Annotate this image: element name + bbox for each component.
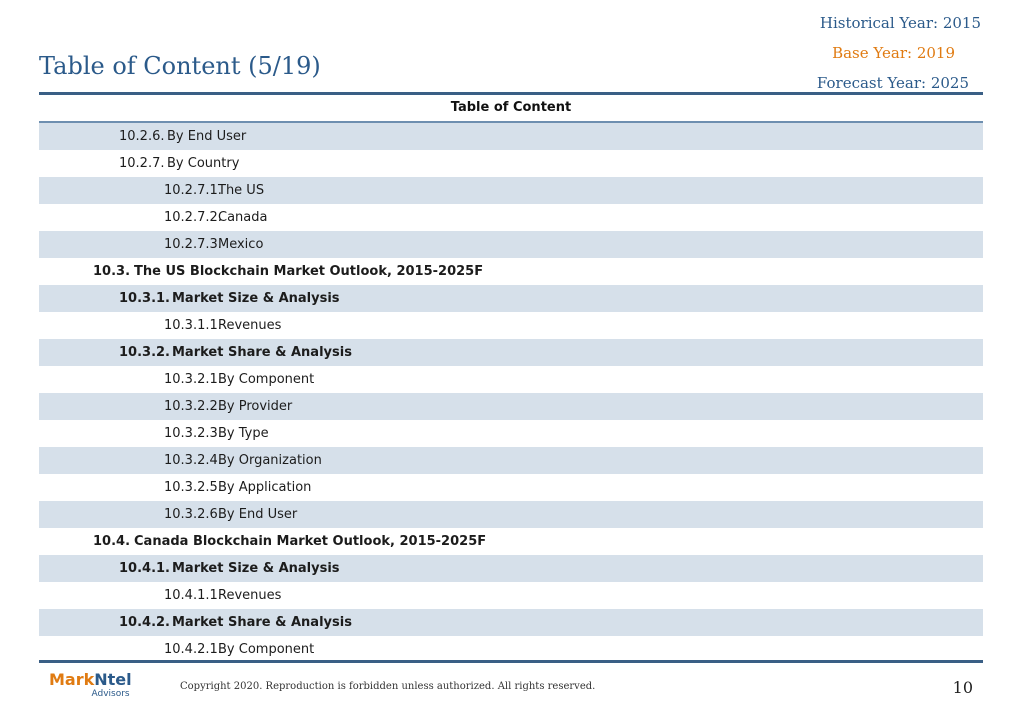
- toc-row-text: By Provider: [218, 399, 293, 414]
- toc-row-number: 10.2.7.1.: [164, 183, 222, 198]
- toc-row-text: Market Share & Analysis: [172, 615, 352, 630]
- toc-row-text: By Component: [218, 372, 315, 387]
- page-title: Table of Content (5/19): [39, 52, 321, 80]
- base-year: Base Year: 2019: [832, 44, 955, 62]
- toc-row[interactable]: 10.3.1.1.Revenues: [39, 312, 983, 339]
- toc-row-text: By Organization: [218, 453, 322, 468]
- toc-row-number: 10.4.1.1.: [164, 588, 222, 603]
- toc-row-number: 10.3.2.: [119, 345, 170, 360]
- toc-row-number: 10.3.2.4.: [164, 453, 222, 468]
- toc-row[interactable]: 10.4.1. Market Size & Analysis: [39, 555, 983, 582]
- toc-row-number: 10.3.2.6.: [164, 507, 222, 522]
- toc-row[interactable]: 10.2.7.2.Canada: [39, 204, 983, 231]
- forecast-year: Forecast Year: 2025: [816, 74, 969, 92]
- toc-row-text: By Application: [218, 480, 312, 495]
- toc-row-text: By End User: [218, 507, 298, 522]
- toc-row-text: Canada Blockchain Market Outlook, 2015-2…: [134, 534, 487, 549]
- toc-row-text: The US: [218, 183, 265, 198]
- toc-row-number: 10.3.2.3.: [164, 426, 222, 441]
- toc-row-number: 10.3.2.2.: [164, 399, 222, 414]
- toc-row[interactable]: 10.4.2.1.By Component: [39, 636, 983, 663]
- toc-row[interactable]: 10.2.7.3.Mexico: [39, 231, 983, 258]
- toc-row[interactable]: 10.3.2.5.By Application: [39, 474, 983, 501]
- toc-row-text: Market Size & Analysis: [172, 561, 340, 576]
- page-number: 10: [952, 678, 973, 697]
- toc-row[interactable]: 10.4.1.1.Revenues: [39, 582, 983, 609]
- toc-row[interactable]: 10.3.2.3.By Type: [39, 420, 983, 447]
- toc-row-text: Canada: [218, 210, 268, 225]
- toc-row-number: 10.4.1.: [119, 561, 170, 576]
- table-of-content: Table of Content 10.2.6. By End User 10.2…: [39, 95, 983, 663]
- logo-part-ntel: Ntel: [94, 670, 132, 689]
- toc-row-number: 10.2.7.2.: [164, 210, 222, 225]
- toc-row-text: Mexico: [218, 237, 264, 252]
- toc-row-text: By End User: [167, 129, 247, 144]
- title-divider: [39, 92, 983, 95]
- toc-row-number: 10.3.1.1.: [164, 318, 222, 333]
- toc-row-number: 10.3.2.1.: [164, 372, 222, 387]
- toc-row-number: 10.2.7.: [119, 156, 165, 171]
- toc-row-number: 10.2.7.3.: [164, 237, 222, 252]
- toc-row[interactable]: 10.4. Canada Blockchain Market Outlook, 2…: [39, 528, 983, 555]
- toc-row-number: 10.3.2.5.: [164, 480, 222, 495]
- toc-row-text: Market Share & Analysis: [172, 345, 352, 360]
- toc-row[interactable]: 10.3.2.2.By Provider: [39, 393, 983, 420]
- year-info: Historical Year: 2015 Base Year: 2019 Fo…: [816, 8, 981, 98]
- toc-row-text: The US Blockchain Market Outlook, 2015-2…: [134, 264, 484, 279]
- logo-wordmark: MarkNtel: [49, 671, 132, 689]
- toc-row-text: Market Size & Analysis: [172, 291, 340, 306]
- toc-row-text: Revenues: [218, 588, 282, 603]
- toc-row-number: 10.3.: [93, 264, 131, 279]
- toc-row[interactable]: 10.3.2.6.By End User: [39, 501, 983, 528]
- logo-part-mark: Mark: [49, 670, 95, 689]
- toc-row-number: 10.4.2.: [119, 615, 170, 630]
- toc-row-text: By Component: [218, 642, 315, 657]
- footer-divider: [39, 660, 983, 663]
- toc-row[interactable]: 10.3. The US Blockchain Market Outlook, 2…: [39, 258, 983, 285]
- toc-row[interactable]: 10.2.6. By End User: [39, 123, 983, 150]
- toc-row[interactable]: 10.3.2. Market Share & Analysis: [39, 339, 983, 366]
- toc-row[interactable]: 10.2.7. By Country: [39, 150, 983, 177]
- toc-row-text: By Country: [167, 156, 240, 171]
- toc-row[interactable]: 10.3.1. Market Size & Analysis: [39, 285, 983, 312]
- toc-rows: 10.2.6. By End User 10.2.7. By Country 10.…: [39, 123, 983, 663]
- historical-year: Historical Year: 2015: [819, 14, 981, 32]
- toc-row-text: Revenues: [218, 318, 282, 333]
- toc-row[interactable]: 10.4.2. Market Share & Analysis: [39, 609, 983, 636]
- toc-row-number: 10.4.2.1.: [164, 642, 222, 657]
- marknTel-logo: MarkNtel Advisors: [49, 671, 132, 700]
- toc-row[interactable]: 10.2.7.1.The US: [39, 177, 983, 204]
- copyright-notice: Copyright 2020. Reproduction is forbidde…: [180, 681, 596, 692]
- toc-header: Table of Content: [39, 95, 983, 123]
- toc-row-number: 10.4.: [93, 534, 131, 549]
- toc-row[interactable]: 10.3.2.4.By Organization: [39, 447, 983, 474]
- toc-row-number: 10.2.6.: [119, 129, 165, 144]
- toc-row-number: 10.3.1.: [119, 291, 170, 306]
- toc-row-text: By Type: [218, 426, 269, 441]
- logo-subtitle: Advisors: [91, 689, 130, 699]
- toc-row[interactable]: 10.3.2.1.By Component: [39, 366, 983, 393]
